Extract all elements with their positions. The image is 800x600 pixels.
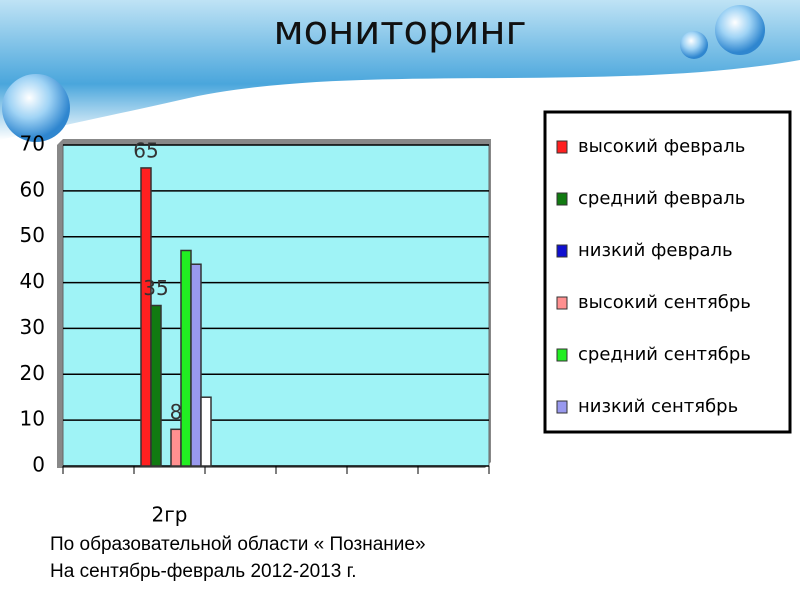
legend-label: низкий сентябрь — [578, 396, 738, 417]
legend-label: средний сентябрь — [578, 344, 751, 365]
bar — [200, 396, 212, 467]
title: мониторинг — [273, 8, 526, 54]
legend-swatch — [556, 400, 568, 414]
y-tick-label: 0 — [32, 453, 45, 477]
bar — [180, 249, 192, 467]
bar — [140, 167, 152, 467]
legend-label: низкий февраль — [578, 240, 733, 261]
y-tick-label: 40 — [20, 269, 45, 293]
y-tick-label: 60 — [20, 177, 45, 201]
legend-swatch — [556, 348, 568, 362]
legend-swatch — [556, 192, 568, 206]
footer-line: По образовательной области « Познание» — [50, 534, 426, 555]
chart: 0 10 20 30 40 50 60 70 2гр 65 35 8 высокий февраль ср… — [20, 110, 792, 527]
y-tick-label: 50 — [20, 223, 45, 247]
value-label: 35 — [143, 276, 168, 300]
legend-label: средний февраль — [578, 188, 745, 209]
header-band — [0, 0, 800, 140]
legend-label: высокий сентябрь — [578, 292, 751, 313]
y-tick-label: 10 — [20, 407, 45, 431]
y-tick-label: 30 — [20, 315, 45, 339]
footer-line: На сентябрь-февраль 2012-2013 г. — [50, 561, 357, 582]
legend-swatch — [556, 140, 568, 154]
bar — [170, 428, 182, 467]
bubble — [715, 5, 765, 55]
legend-swatch — [556, 296, 568, 310]
bubble — [680, 31, 708, 59]
x-tick-label: 2гр — [152, 503, 188, 527]
y-tick-label: 70 — [20, 132, 45, 156]
plot-area — [62, 144, 490, 467]
bubble — [2, 74, 70, 142]
legend-swatch — [556, 244, 568, 258]
value-label: 8 — [170, 400, 183, 424]
legend-box — [543, 110, 792, 434]
bar — [150, 304, 162, 467]
value-label: 65 — [133, 138, 158, 162]
y-tick-label: 20 — [20, 361, 45, 385]
bar — [190, 263, 202, 467]
legend-label: высокий февраль — [578, 136, 745, 157]
